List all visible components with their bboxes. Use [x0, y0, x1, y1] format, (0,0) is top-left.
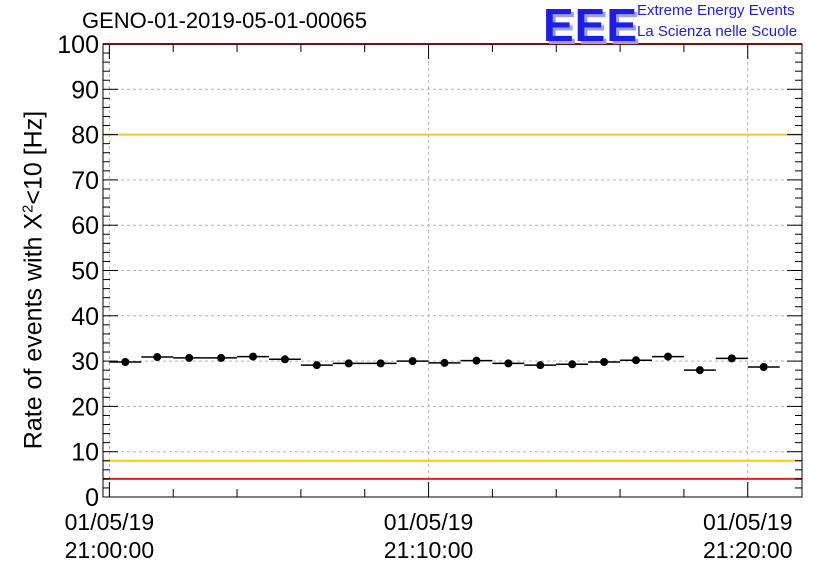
y-tick-label: 10: [71, 439, 99, 467]
y-axis-label-suffix: <10 [Hz]: [19, 110, 48, 205]
data-point: [249, 352, 258, 361]
y-tick-label: 70: [71, 167, 99, 195]
logo-text-line2: La Scienza nelle Scuole: [637, 23, 798, 40]
data-point: [440, 358, 449, 367]
data-point: [280, 355, 289, 364]
chart-title: GENO-01-2019-05-01-00065: [82, 8, 367, 33]
data-point: [504, 359, 513, 368]
logo-text-line1: Extreme Energy Events: [637, 2, 795, 19]
data-point: [408, 357, 417, 366]
y-tick-label: 30: [71, 348, 99, 376]
data-point: [568, 360, 577, 369]
data-point: [632, 356, 641, 365]
x-tick-label-time: 21:00:00: [65, 537, 155, 563]
x-tick-label-time: 21:10:00: [384, 537, 474, 563]
y-tick-label: 50: [71, 258, 99, 286]
data-point: [536, 361, 545, 370]
eee-logo: EEE: [543, 0, 639, 51]
data-point: [217, 353, 226, 362]
y-axis-label-prefix: Rate of events with X: [19, 212, 48, 450]
y-tick-label: 20: [71, 393, 99, 421]
axes: 010203040506070809010001/05/1921:00:0001…: [57, 31, 803, 563]
data-point: [376, 359, 385, 368]
data-point: [344, 359, 353, 368]
y-axis-label: Rate of events with X2<10 [Hz]: [19, 111, 48, 449]
data-point: [759, 362, 768, 371]
data-point: [153, 353, 162, 362]
data-point: [312, 361, 321, 370]
y-tick-label: 60: [71, 212, 99, 240]
data-point: [185, 353, 194, 362]
x-tick-label-date: 01/05/19: [65, 509, 155, 535]
y-axis-label-sup: 2: [19, 204, 37, 213]
data-point: [663, 352, 672, 361]
y-tick-label: 90: [71, 76, 99, 104]
y-tick-label: 0: [85, 484, 99, 512]
data-point: [600, 358, 609, 367]
data-point: [727, 354, 736, 363]
reference-lines: [103, 43, 802, 480]
y-tick-label: 100: [57, 31, 99, 59]
x-tick-label-date: 01/05/19: [384, 509, 474, 535]
x-tick-label-date: 01/05/19: [703, 509, 793, 535]
y-tick-label: 40: [71, 303, 99, 331]
x-tick-label-time: 21:20:00: [703, 537, 793, 563]
grid: [103, 44, 802, 497]
data-points: [109, 352, 780, 375]
data-point: [472, 356, 481, 365]
data-point: [121, 358, 130, 367]
y-tick-label: 80: [71, 122, 99, 150]
data-point: [695, 366, 704, 375]
